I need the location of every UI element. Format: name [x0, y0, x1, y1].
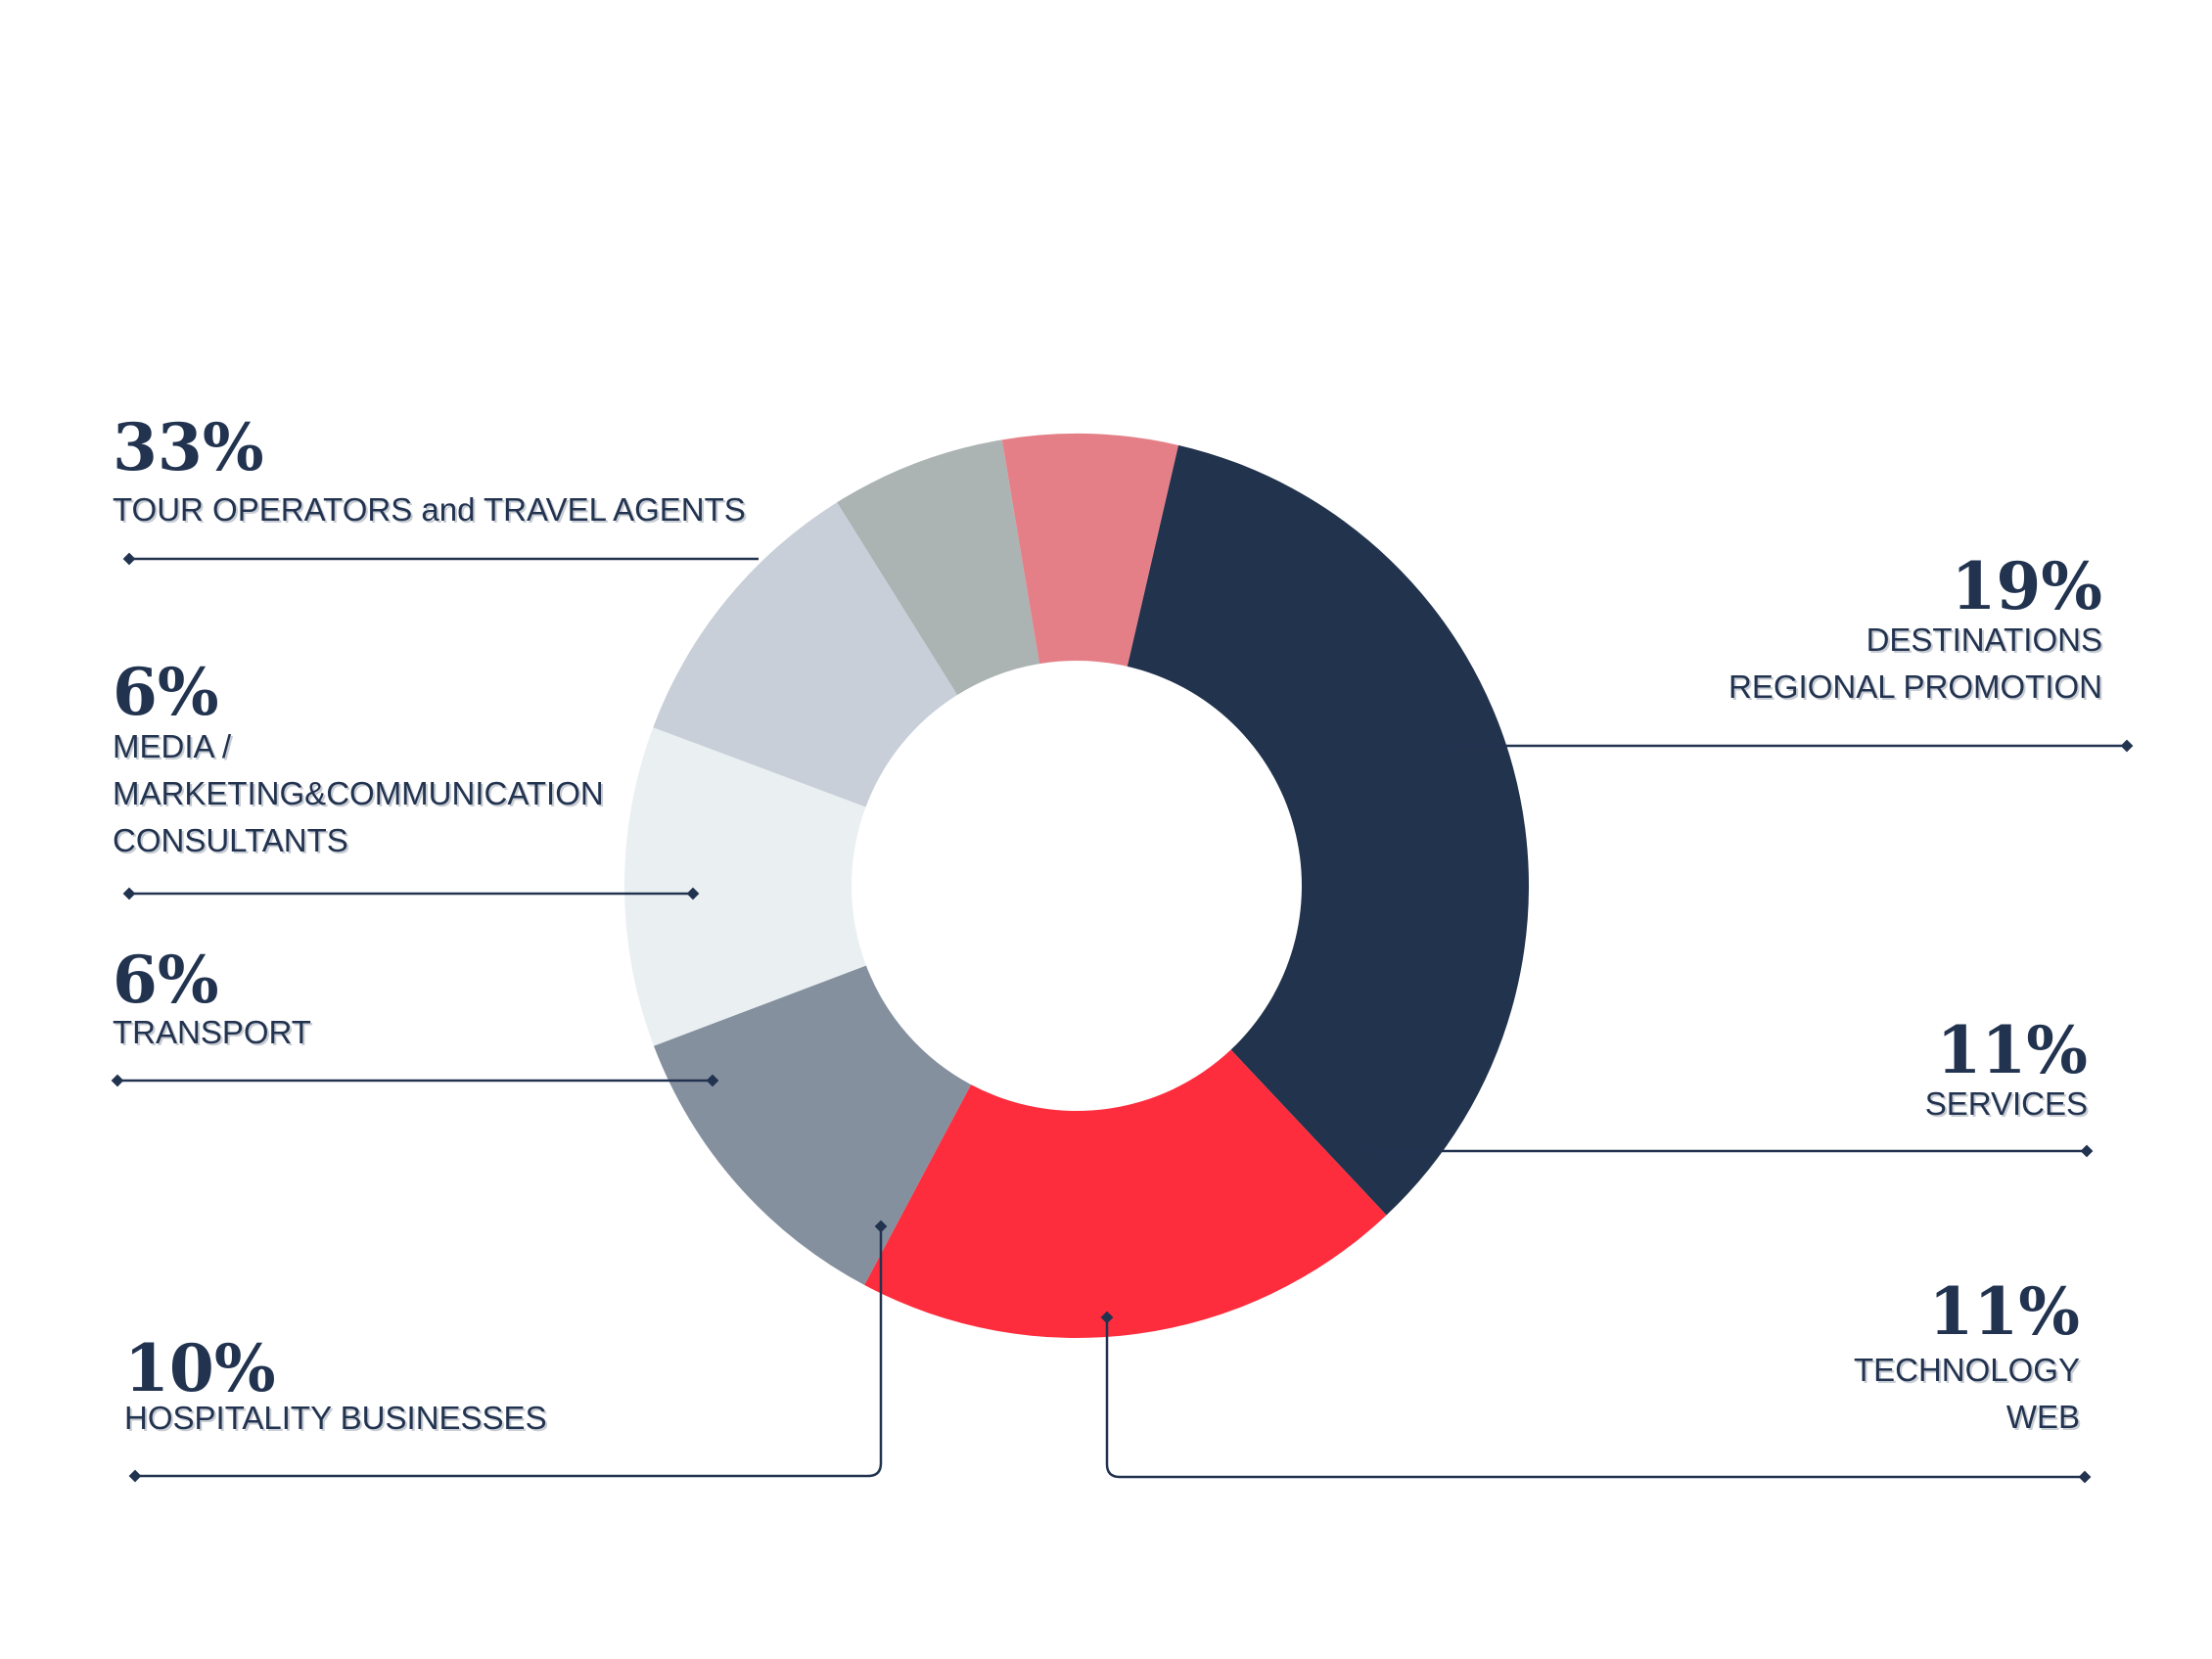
category-label-shadow-2-0: SERVICES: [1927, 1087, 2090, 1124]
leader-dot-1-1: [2120, 739, 2134, 753]
category-label-shadow-1-1: REGIONAL PROMOTION: [1730, 670, 2104, 707]
category-label-2-0: SERVICES: [1925, 1085, 2088, 1122]
leader-line-4: [135, 1226, 883, 1478]
donut-slice-1: [864, 1049, 1387, 1338]
leader-dot-4-0: [128, 1469, 142, 1483]
category-label-6-0: MEDIA /: [113, 728, 232, 764]
percent-label-5: 6%: [113, 942, 219, 1018]
category-label-shadow-3-0: TECHNOLOGY: [1856, 1354, 2082, 1390]
category-label-shadow-0-0: TOUR OPERATORS and TRAVEL AGENTS: [115, 493, 748, 530]
percent-label-3: 11%: [1928, 1273, 2080, 1350]
category-label-shadow-6-0: MEDIA /: [115, 730, 234, 766]
leader-dot-2-0: [1369, 1144, 1383, 1158]
leader-dot-6-0: [122, 887, 136, 900]
leader-line-3: [1105, 1317, 2085, 1479]
donut-slice-5: [837, 439, 1040, 695]
donut-slice-3: [624, 727, 866, 1046]
labels-group: 33%TOUR OPERATORS and TRAVEL AGENTSTOUR …: [113, 409, 2104, 1438]
category-label-shadow-1-0: DESTINATIONS: [1868, 623, 2104, 660]
category-label-3-1: WEB: [2006, 1399, 2080, 1435]
donut-slice-6: [1001, 434, 1178, 667]
percent-label-0: 33%: [113, 409, 264, 485]
category-label-shadow-6-2: CONSULTANTS: [115, 824, 350, 860]
category-label-6-2: CONSULTANTS: [113, 822, 348, 858]
leader-dot-2-1: [2080, 1144, 2094, 1158]
category-label-1-1: REGIONAL PROMOTION: [1728, 668, 2102, 705]
percent-label-6: 6%: [113, 654, 219, 730]
category-label-6-1: MARKETING&COMMUNICATION: [113, 775, 604, 811]
category-label-1-0: DESTINATIONS: [1866, 622, 2102, 658]
category-label-5-0: TRANSPORT: [113, 1014, 311, 1050]
donut-slice-0: [1127, 444, 1530, 1216]
category-label-shadow-5-0: TRANSPORT: [115, 1016, 313, 1052]
leader-lines-group: [111, 552, 2134, 1484]
category-label-shadow-3-1: WEB: [2008, 1401, 2082, 1437]
leader-dot-0-0: [122, 552, 136, 566]
category-label-3-0: TECHNOLOGY: [1854, 1352, 2080, 1388]
category-label-4-0: HOSPITALITY BUSINESSES: [124, 1400, 547, 1436]
category-label-0-0: TOUR OPERATORS and TRAVEL AGENTS: [113, 491, 746, 528]
donut-slice-2: [653, 965, 972, 1285]
percent-label-1: 19%: [1951, 548, 2102, 624]
donut-slice-4: [653, 502, 958, 807]
category-label-shadow-4-0: HOSPITALITY BUSINESSES: [126, 1402, 549, 1438]
category-label-shadow-6-1: MARKETING&COMMUNICATION: [115, 777, 606, 813]
percent-label-2: 11%: [1936, 1012, 2088, 1088]
leader-dot-3-0: [1100, 1311, 1114, 1324]
leader-dot-5-0: [111, 1074, 124, 1087]
percent-label-4: 10%: [124, 1330, 276, 1406]
leader-dot-3-1: [2078, 1470, 2092, 1484]
slices-group: [624, 434, 1530, 1338]
